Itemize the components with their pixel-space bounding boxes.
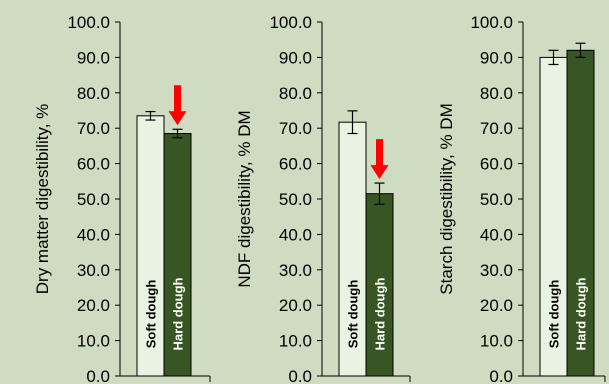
bar-label-hard-dough: Hard dough — [171, 277, 186, 350]
bar-label-hard-dough: Hard dough — [574, 277, 589, 350]
bar-label-hard-dough: Hard dough — [373, 277, 388, 350]
y-axis-title: Starch digestibility, % DM — [437, 103, 456, 294]
chart-panel-3: 0.0 10.0 20.0 30.0 40.0 50.0 60.0 70.0 80.0 90.0 1… — [437, 13, 606, 384]
y-tick-label: 20.0 — [279, 296, 312, 315]
bar-soft-dough — [338, 121, 367, 377]
y-tick-label: 0.0 — [86, 367, 110, 384]
y-tick-label: 40.0 — [480, 225, 513, 244]
y-tick-label: 50.0 — [480, 190, 513, 209]
bar-label-soft-dough: Soft dough — [547, 280, 562, 349]
y-tick-label: 80.0 — [279, 84, 312, 103]
y-tick-label: 50.0 — [279, 190, 312, 209]
y-tick-label: 10.0 — [480, 332, 513, 351]
decrease-arrow-icon — [168, 85, 187, 126]
bar-hard-dough — [163, 133, 192, 377]
y-tick-label: 80.0 — [77, 84, 110, 103]
bar-label-soft-dough: Soft dough — [144, 280, 159, 349]
y-tick-label: 80.0 — [480, 84, 513, 103]
y-tick-label: 50.0 — [77, 190, 110, 209]
bar-soft-dough — [539, 56, 568, 377]
y-tick-label: 70.0 — [480, 119, 513, 138]
y-tick-label: 10.0 — [77, 332, 110, 351]
y-tick-label: 60.0 — [279, 155, 312, 174]
y-tick-label: 70.0 — [77, 119, 110, 138]
y-axis-title: Dry matter digestibility, % — [33, 104, 52, 295]
y-tick-label: 60.0 — [77, 155, 110, 174]
decrease-arrow-icon — [370, 139, 389, 180]
y-tick-label: 0.0 — [489, 367, 513, 384]
y-tick-label: 90.0 — [77, 48, 110, 67]
y-tick-label: 60.0 — [480, 155, 513, 174]
y-tick-label: 30.0 — [480, 261, 513, 280]
y-tick-label: 90.0 — [279, 48, 312, 67]
chart-panel-1: 0.0 10.0 20.0 30.0 40.0 50.0 60.0 70.0 80.0 90.0 1… — [33, 13, 211, 384]
y-tick-label: 100.0 — [67, 13, 110, 32]
y-tick-label: 100.0 — [470, 13, 513, 32]
y-tick-label: 90.0 — [480, 48, 513, 67]
y-tick-label: 40.0 — [279, 225, 312, 244]
bar-hard-dough — [566, 49, 595, 377]
y-tick-label: 40.0 — [77, 225, 110, 244]
y-tick-label: 20.0 — [480, 296, 513, 315]
y-axis-title: NDF digestibility, % DM — [235, 110, 254, 287]
y-tick-label: 30.0 — [77, 261, 110, 280]
y-tick-label: 30.0 — [279, 261, 312, 280]
bar-label-soft-dough: Soft dough — [346, 280, 361, 349]
y-tick-label: 70.0 — [279, 119, 312, 138]
bar-hard-dough — [365, 193, 394, 377]
y-tick-label: 10.0 — [279, 332, 312, 351]
y-tick-label: 0.0 — [288, 367, 312, 384]
y-tick-label: 100.0 — [269, 13, 312, 32]
y-tick-label: 20.0 — [77, 296, 110, 315]
chart-panel-2: 0.0 10.0 20.0 30.0 40.0 50.0 60.0 70.0 80.0 90.0 1… — [235, 13, 411, 384]
